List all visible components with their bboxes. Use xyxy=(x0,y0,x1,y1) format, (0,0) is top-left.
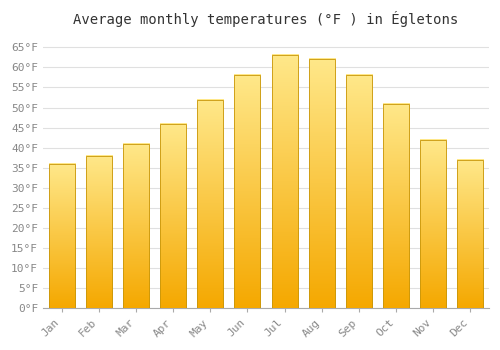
Title: Average monthly temperatures (°F ) in Égletons: Average monthly temperatures (°F ) in Ég… xyxy=(74,11,458,27)
Bar xyxy=(458,160,483,308)
Bar xyxy=(86,156,112,308)
Bar xyxy=(160,124,186,308)
Bar xyxy=(123,144,149,308)
Bar xyxy=(197,99,223,308)
Bar xyxy=(346,75,372,308)
Bar xyxy=(272,55,297,308)
Bar xyxy=(234,75,260,308)
Bar xyxy=(383,104,409,308)
Bar xyxy=(48,164,74,308)
Bar xyxy=(420,140,446,308)
Bar xyxy=(308,60,334,308)
